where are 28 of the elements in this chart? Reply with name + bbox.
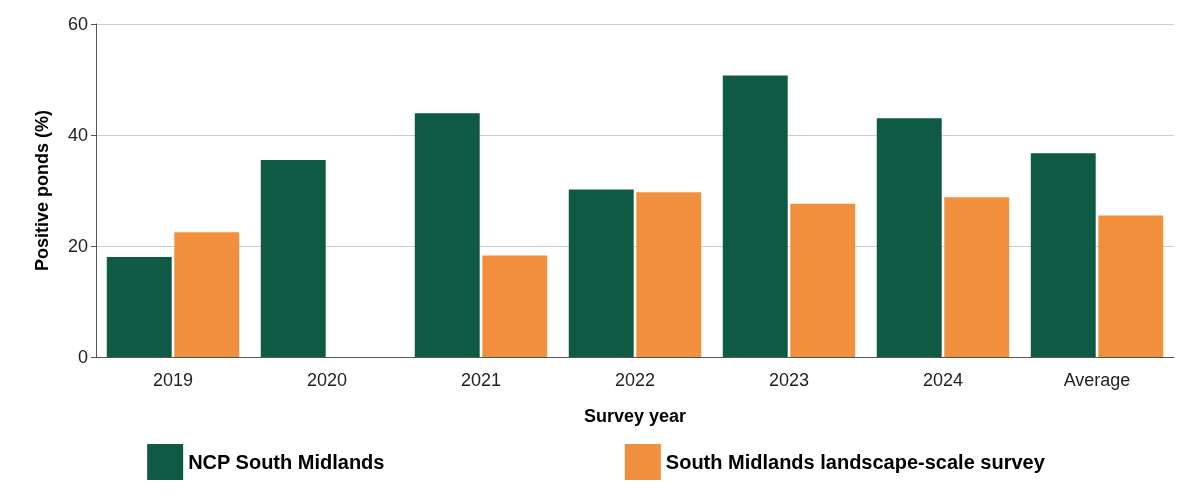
- bar: [568, 189, 634, 357]
- x-tick-label: 2021: [460, 370, 502, 390]
- y-tick-label: 40: [67, 125, 88, 145]
- x-tick-label: 2024: [922, 370, 964, 390]
- bar: [260, 159, 326, 357]
- bar: [414, 113, 480, 357]
- bar: [1098, 215, 1164, 357]
- bar: [106, 257, 172, 357]
- x-tick-label: 2022: [614, 370, 656, 390]
- bar: [174, 232, 240, 357]
- x-tick-label: 2023: [768, 370, 810, 390]
- bar: [636, 192, 702, 357]
- x-axis-title: Survey year: [583, 406, 687, 426]
- y-tick-label: 20: [67, 236, 88, 256]
- bar: [482, 255, 548, 357]
- bar: [722, 75, 788, 357]
- y-tick-label: 60: [67, 14, 88, 34]
- legend-label: NCP South Midlands: [188, 451, 385, 473]
- bar: [1030, 153, 1096, 357]
- x-tick-label: 2019: [152, 370, 194, 390]
- y-tick-label: 0: [77, 347, 88, 367]
- bar: [790, 203, 856, 357]
- legend-label: South Midlands landscape-scale survey: [665, 451, 1046, 473]
- bar: [944, 197, 1010, 357]
- bar: [876, 118, 942, 357]
- x-tick-label: Average: [1063, 370, 1131, 390]
- y-axis-title: Positive ponds (%): [32, 109, 52, 272]
- x-tick-label: 2020: [306, 370, 348, 390]
